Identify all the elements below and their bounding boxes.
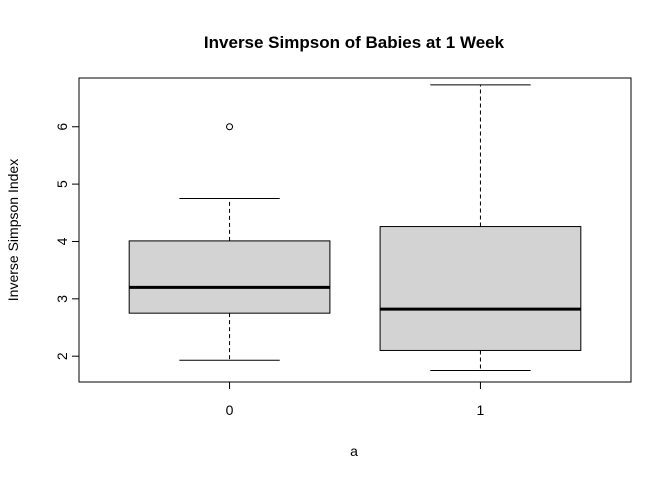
- x-tick-label: 0: [226, 402, 234, 418]
- y-tick-label: 2: [54, 352, 70, 360]
- iqr-box: [379, 226, 582, 351]
- y-axis: 2 3 4 5 6: [54, 123, 80, 360]
- y-axis-label: Inverse Simpson Index: [5, 159, 21, 301]
- y-tick-label: 4: [54, 237, 70, 245]
- box-group-1: [379, 84, 582, 372]
- y-tick-label: 5: [54, 180, 70, 188]
- boxes-layer: [128, 84, 582, 372]
- y-tick-label: 6: [54, 123, 70, 131]
- box-group-0: [128, 123, 331, 361]
- x-tick-label: 1: [477, 402, 485, 418]
- iqr-box: [128, 240, 331, 314]
- outlier-point: [226, 123, 234, 131]
- y-tick-label: 3: [54, 295, 70, 303]
- chart-title: Inverse Simpson of Babies at 1 Week: [204, 33, 505, 52]
- x-axis-label: a: [350, 443, 358, 459]
